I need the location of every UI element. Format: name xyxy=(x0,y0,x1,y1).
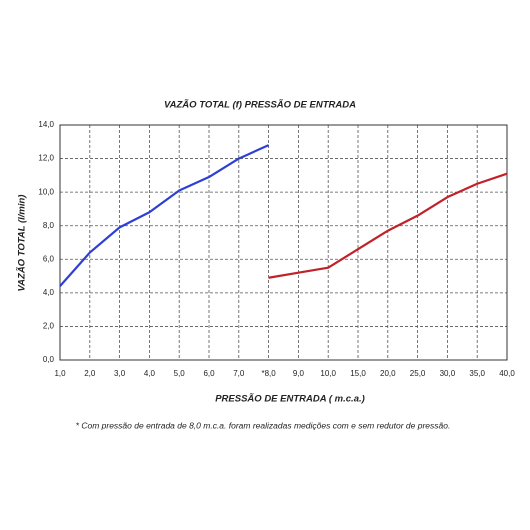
x-tick-label: 7,0 xyxy=(233,369,245,378)
x-tick-label: 5,0 xyxy=(174,369,186,378)
y-tick-label: 2,0 xyxy=(43,322,55,331)
x-tick-label: 2,0 xyxy=(84,369,96,378)
plot-frame xyxy=(59,124,508,361)
chart-title: VAZÃO TOTAL (f) PRESSÃO DE ENTRADA xyxy=(164,100,356,111)
x-tick-label: 35,0 xyxy=(469,369,485,378)
y-axis-label: VAZÃO TOTAL (l/min) xyxy=(17,195,28,292)
x-tick-label: 20,0 xyxy=(380,369,396,378)
footnote: * Com pressão de entrada de 8,0 m.c.a. f… xyxy=(76,420,451,430)
x-tick-label: 10,0 xyxy=(320,369,336,378)
x-tick-label: 9,0 xyxy=(293,369,305,378)
series-line xyxy=(268,172,508,279)
x-tick-label: 25,0 xyxy=(410,369,426,378)
y-tick-label: 0,0 xyxy=(43,355,55,364)
series-line xyxy=(59,144,270,287)
x-axis-label: PRESSÃO DE ENTRADA ( m.c.a.) xyxy=(215,394,365,405)
x-tick-label: *8,0 xyxy=(261,369,276,378)
x-tick-label: 40,0 xyxy=(499,369,515,378)
x-tick-label: 15,0 xyxy=(350,369,366,378)
x-tick-label: 3,0 xyxy=(114,369,126,378)
y-tick-label: 6,0 xyxy=(43,254,55,263)
x-tick-label: 4,0 xyxy=(144,369,156,378)
y-tick-label: 10,0 xyxy=(38,187,54,196)
y-tick-label: 4,0 xyxy=(43,288,55,297)
x-tick-label: 30,0 xyxy=(440,369,456,378)
x-tick-label: 6,0 xyxy=(203,369,215,378)
x-tick-label: 1,0 xyxy=(54,369,66,378)
y-tick-label: 12,0 xyxy=(38,154,54,163)
y-tick-label: 14,0 xyxy=(38,120,54,129)
y-tick-label: 8,0 xyxy=(43,221,55,230)
